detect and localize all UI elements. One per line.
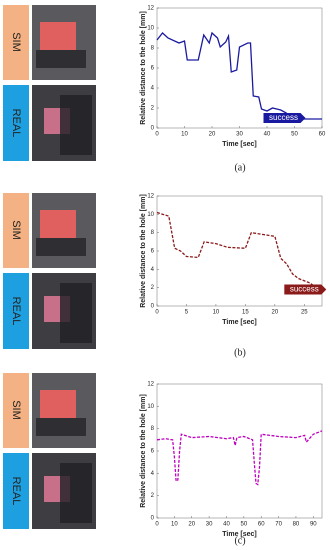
x-tick-label: 30 <box>206 522 213 528</box>
y-tick-label: 0 <box>151 516 155 522</box>
real-label-box <box>3 85 29 161</box>
real-label-box <box>3 453 29 529</box>
real-label: REAL <box>10 477 22 506</box>
annotation: success <box>269 113 298 122</box>
real-label: REAL <box>10 109 22 138</box>
y-tick-label: 8 <box>151 426 155 432</box>
y-tick-label: 10 <box>147 26 154 32</box>
y-tick-label: 8 <box>151 230 155 236</box>
y-tick-label: 4 <box>151 86 155 92</box>
y-axis-label: Relative distance to the hole [mm] <box>140 394 147 508</box>
y-tick-label: 8 <box>151 46 155 52</box>
annotation-box <box>284 284 327 295</box>
x-tick-label: 0 <box>155 132 159 138</box>
y-tick-label: 2 <box>151 285 155 291</box>
y-tick-label: 2 <box>151 106 155 112</box>
x-tick-label: 20 <box>272 310 279 316</box>
x-tick-label: 30 <box>236 132 243 138</box>
y-axis-label: Relative distance to the hole [mm] <box>140 11 147 125</box>
sim-label-box <box>3 373 29 448</box>
caption: (c) <box>234 535 245 546</box>
x-tick-label: 40 <box>223 522 230 528</box>
y-tick-label: 10 <box>147 212 154 218</box>
sim-label: SIM <box>10 400 22 420</box>
x-tick-label: 50 <box>291 132 298 138</box>
sim-photo-part <box>40 22 76 52</box>
sim-photo-part <box>36 50 86 68</box>
real-photo-part <box>60 283 92 343</box>
y-tick-label: 6 <box>151 66 155 72</box>
sim-label: SIM <box>10 220 22 240</box>
x-axis-label: Time [sec] <box>222 141 257 148</box>
caption: (a) <box>234 162 245 173</box>
data-line <box>156 31 322 120</box>
x-tick-label: 10 <box>171 522 178 528</box>
x-tick-label: 10 <box>213 310 220 316</box>
x-tick-label: 5 <box>185 310 189 316</box>
y-tick-label: 6 <box>151 449 155 455</box>
x-tick-label: 70 <box>275 522 282 528</box>
x-tick-label: 40 <box>264 132 271 138</box>
x-tick-label: 90 <box>310 522 317 528</box>
y-tick-label: 12 <box>147 382 154 388</box>
real-label-box <box>3 273 29 349</box>
annotation: success <box>290 285 319 294</box>
annotation-box <box>263 113 306 123</box>
sim-photo-part <box>40 210 76 240</box>
x-tick-label: 60 <box>258 522 265 528</box>
y-tick-label: 12 <box>147 194 154 200</box>
y-tick-label: 4 <box>151 267 155 273</box>
x-axis-label: Time [sec] <box>222 319 257 326</box>
sim-label-box <box>3 5 29 80</box>
x-tick-label: 80 <box>293 522 300 528</box>
real-photo-part <box>60 463 92 523</box>
x-tick-label: 60 <box>319 132 326 138</box>
real-label: REAL <box>10 297 22 326</box>
x-tick-label: 25 <box>301 310 308 316</box>
x-tick-label: 10 <box>181 132 188 138</box>
y-tick-label: 12 <box>147 6 154 12</box>
y-axis-label: Relative distance to the hole [mm] <box>140 194 147 308</box>
data-line <box>156 430 323 486</box>
plot-frame <box>156 383 323 519</box>
data-line <box>156 211 323 291</box>
sim-photo-part <box>36 238 86 256</box>
y-tick-label: 10 <box>147 404 154 410</box>
real-photo-part <box>60 95 92 155</box>
x-tick-label: 0 <box>155 310 159 316</box>
caption: (b) <box>234 347 246 358</box>
y-tick-label: 0 <box>151 126 155 132</box>
x-tick-label: 0 <box>155 522 159 528</box>
x-tick-label: 50 <box>240 522 247 528</box>
sim-photo-part <box>40 390 76 420</box>
y-tick-label: 2 <box>151 493 155 499</box>
sim-label-box <box>3 193 29 268</box>
y-tick-label: 6 <box>151 249 155 255</box>
sim-label: SIM <box>10 32 22 52</box>
plot-frame <box>156 7 323 129</box>
y-tick-label: 0 <box>151 304 155 310</box>
x-tick-label: 20 <box>188 522 195 528</box>
x-axis-label: Time [sec] <box>222 531 257 538</box>
sim-photo-part <box>36 418 86 436</box>
x-tick-label: 15 <box>242 310 249 316</box>
x-tick-label: 20 <box>209 132 216 138</box>
y-tick-label: 4 <box>151 471 155 477</box>
